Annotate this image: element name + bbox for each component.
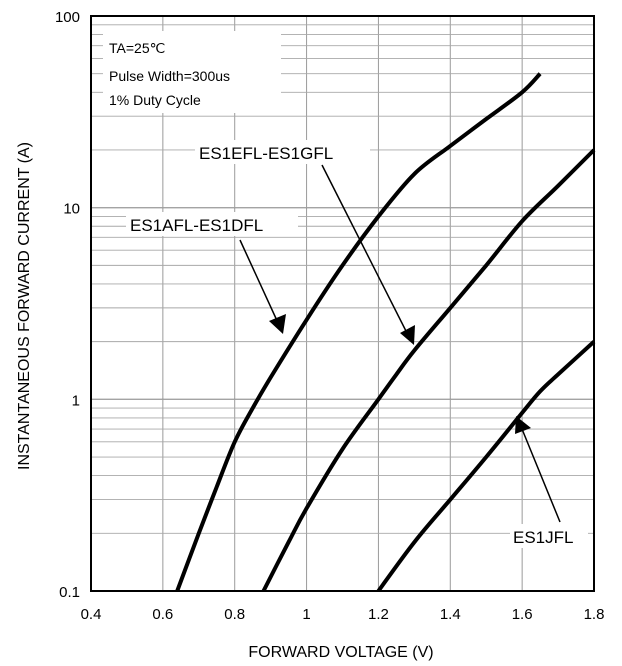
x-axis-title: FORWARD VOLTAGE (V) bbox=[248, 644, 433, 661]
x-tick-label: 1.8 bbox=[584, 606, 605, 623]
series-label-es1efl-es1gfl: ES1EFL-ES1GFL bbox=[195, 140, 370, 164]
series-label-text: ES1JFL bbox=[513, 528, 573, 547]
plot-frame bbox=[90, 15, 595, 592]
callout-arrowhead bbox=[269, 314, 286, 334]
x-tick-label: 1 bbox=[302, 606, 310, 623]
conditions-annotation: TA=25℃ Pulse Width=300us 1% Duty Cycle bbox=[103, 31, 281, 113]
y-tick-label: 1 bbox=[72, 392, 80, 409]
grid bbox=[91, 16, 594, 591]
y-tick-label: 10 bbox=[63, 201, 80, 218]
tick-labels: 0.4 0.6 0.8 1 1.2 1.4 1.6 1.8 0.1 1 10 100 bbox=[55, 9, 604, 623]
y-tick-label: 100 bbox=[55, 9, 80, 26]
annotation-line-temperature: TA=25℃ bbox=[109, 40, 165, 56]
series-label-text: ES1AFL-ES1DFL bbox=[130, 216, 263, 235]
series-label-background bbox=[126, 212, 298, 236]
series-label-es1afl-es1dfl: ES1AFL-ES1DFL bbox=[126, 212, 298, 236]
callout-arrowhead bbox=[400, 325, 415, 345]
annotation-background bbox=[103, 31, 281, 113]
series-line-1 bbox=[261, 148, 596, 592]
series-label-background bbox=[510, 524, 588, 548]
callout-arrow-line bbox=[521, 428, 561, 523]
x-tick-label: 0.4 bbox=[81, 606, 102, 623]
series-label-background bbox=[195, 140, 370, 164]
annotation-line-pulse-width: Pulse Width=300us bbox=[109, 68, 230, 84]
series-label-text: ES1EFL-ES1GFL bbox=[199, 144, 333, 163]
callout-arrow-es1afl-es1dfl bbox=[239, 239, 286, 334]
callout-arrow-es1efl-es1gfl bbox=[321, 164, 415, 345]
series-label-es1jfl: ES1JFL bbox=[510, 524, 588, 548]
y-axis-title: INSTANTANEOUS FORWARD CURRENT (A) bbox=[16, 142, 33, 470]
x-tick-label: 0.8 bbox=[224, 606, 245, 623]
series-line-2 bbox=[376, 340, 596, 593]
annotation-line-duty-cycle: 1% Duty Cycle bbox=[109, 92, 201, 108]
callout-arrowhead bbox=[515, 416, 531, 434]
x-tick-label: 1.4 bbox=[440, 606, 461, 623]
series-line-0 bbox=[175, 72, 542, 592]
series-layer bbox=[175, 72, 596, 593]
x-tick-label: 1.2 bbox=[368, 606, 389, 623]
y-tick-label: 0.1 bbox=[59, 584, 80, 601]
callout-arrow-es1jfl bbox=[515, 416, 561, 523]
x-tick-label: 0.6 bbox=[152, 606, 173, 623]
x-tick-label: 1.6 bbox=[512, 606, 533, 623]
callout-arrow-line bbox=[239, 239, 280, 326]
callout-arrow-line bbox=[321, 164, 409, 336]
